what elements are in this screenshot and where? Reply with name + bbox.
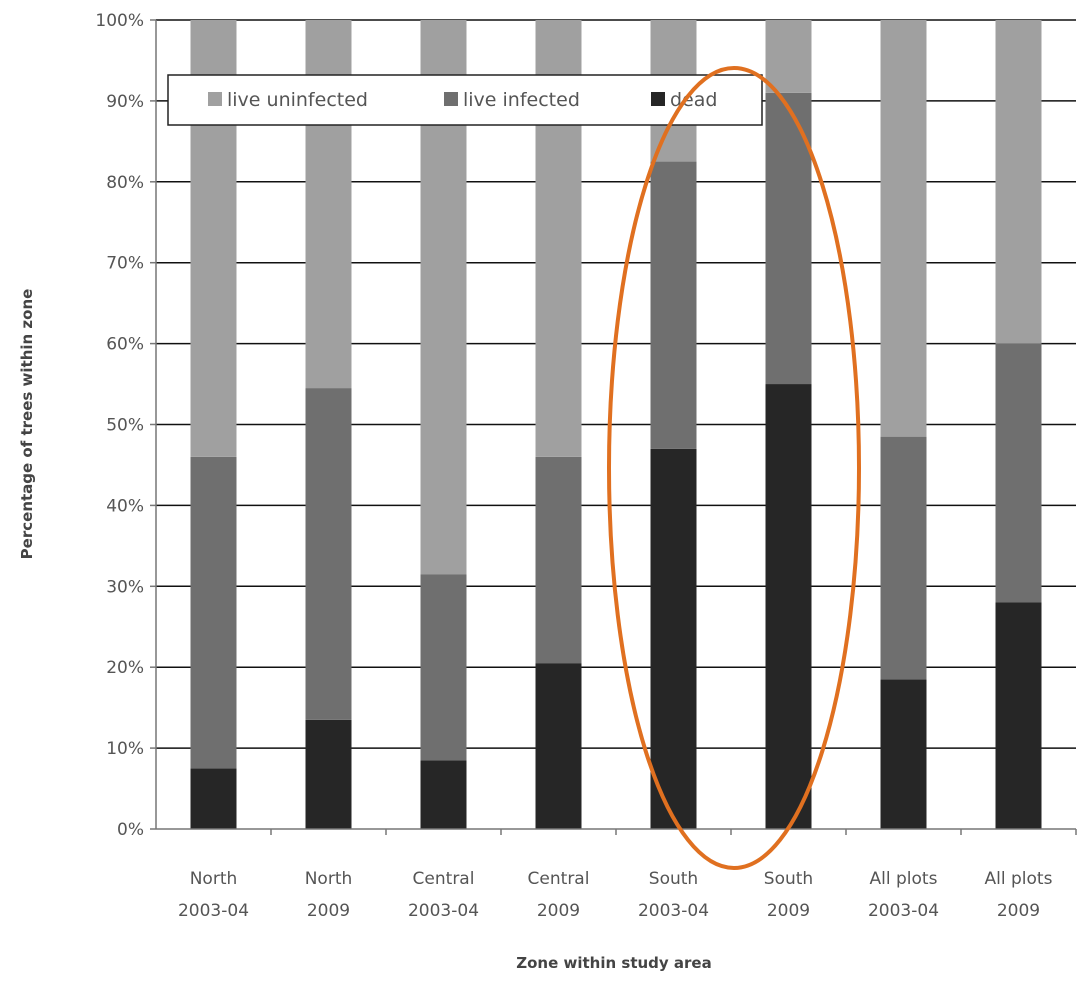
y-tick-labels: 0% 10% 20% 30% 40% 50% 60% 70% 80% 90% 100% — [95, 11, 156, 840]
legend-label: live infected — [463, 89, 580, 111]
x-tick-label: All plots 2003-04 — [868, 869, 939, 921]
y-tick-label: 80% — [106, 173, 144, 193]
bar-dead — [880, 679, 927, 829]
y-axis-title: Percentage of trees within zone — [18, 289, 36, 560]
x-axis-title: Zone within study area — [516, 954, 711, 972]
gridlines — [156, 19, 1076, 749]
y-tick-label: 30% — [106, 577, 144, 597]
bar-live-infected — [880, 436, 927, 680]
bar-dead — [535, 663, 582, 829]
y-tick-label: 10% — [106, 739, 144, 759]
bar-live-uninfected — [765, 20, 812, 93]
legend-label: live uninfected — [227, 89, 368, 111]
x-tick-label: All plots 2009 — [985, 869, 1053, 921]
y-tick-label: 0% — [117, 820, 144, 840]
legend-swatch — [651, 92, 665, 106]
bar-dead — [305, 719, 352, 829]
bar-dead — [765, 384, 812, 829]
legend-swatch — [208, 92, 222, 106]
legend: live uninfected live infected dead — [167, 74, 763, 126]
x-tick-label: South 2009 — [764, 869, 813, 921]
bar-dead — [420, 760, 467, 829]
y-tick-label: 50% — [106, 416, 144, 436]
x-tick-label: Central 2003-04 — [408, 869, 479, 921]
y-tick-label: 20% — [106, 658, 144, 678]
bar-dead — [995, 602, 1042, 829]
y-tick-label: 100% — [95, 11, 144, 31]
bar-live-infected — [650, 161, 697, 449]
bars — [190, 20, 1042, 829]
bar-dead — [190, 768, 237, 829]
bar-live-infected — [995, 343, 1042, 603]
y-tick-label: 70% — [106, 254, 144, 274]
y-tick-label: 60% — [106, 335, 144, 355]
bar-live-infected — [190, 456, 237, 769]
x-tick-label: South 2003-04 — [638, 869, 709, 921]
bar-live-infected — [420, 574, 467, 761]
y-tick-label: 40% — [106, 496, 144, 516]
highlight-ellipse — [607, 66, 861, 870]
bar-dead — [650, 448, 697, 829]
y-tick-label: 90% — [106, 92, 144, 112]
bar-live-uninfected — [995, 20, 1042, 344]
bar-live-uninfected — [880, 20, 927, 437]
x-tick-label: Central 2009 — [528, 869, 590, 921]
bar-live-infected — [305, 388, 352, 720]
legend-swatch — [444, 92, 458, 106]
x-tick-labels: North 2003-04 North 2009 Central 2003-04 Centr… — [178, 829, 1077, 921]
x-tick-label: North 2009 — [305, 869, 353, 921]
bar-live-infected — [535, 456, 582, 664]
bar-live-infected — [765, 92, 812, 385]
x-tick-label: North 2003-04 — [178, 869, 249, 921]
